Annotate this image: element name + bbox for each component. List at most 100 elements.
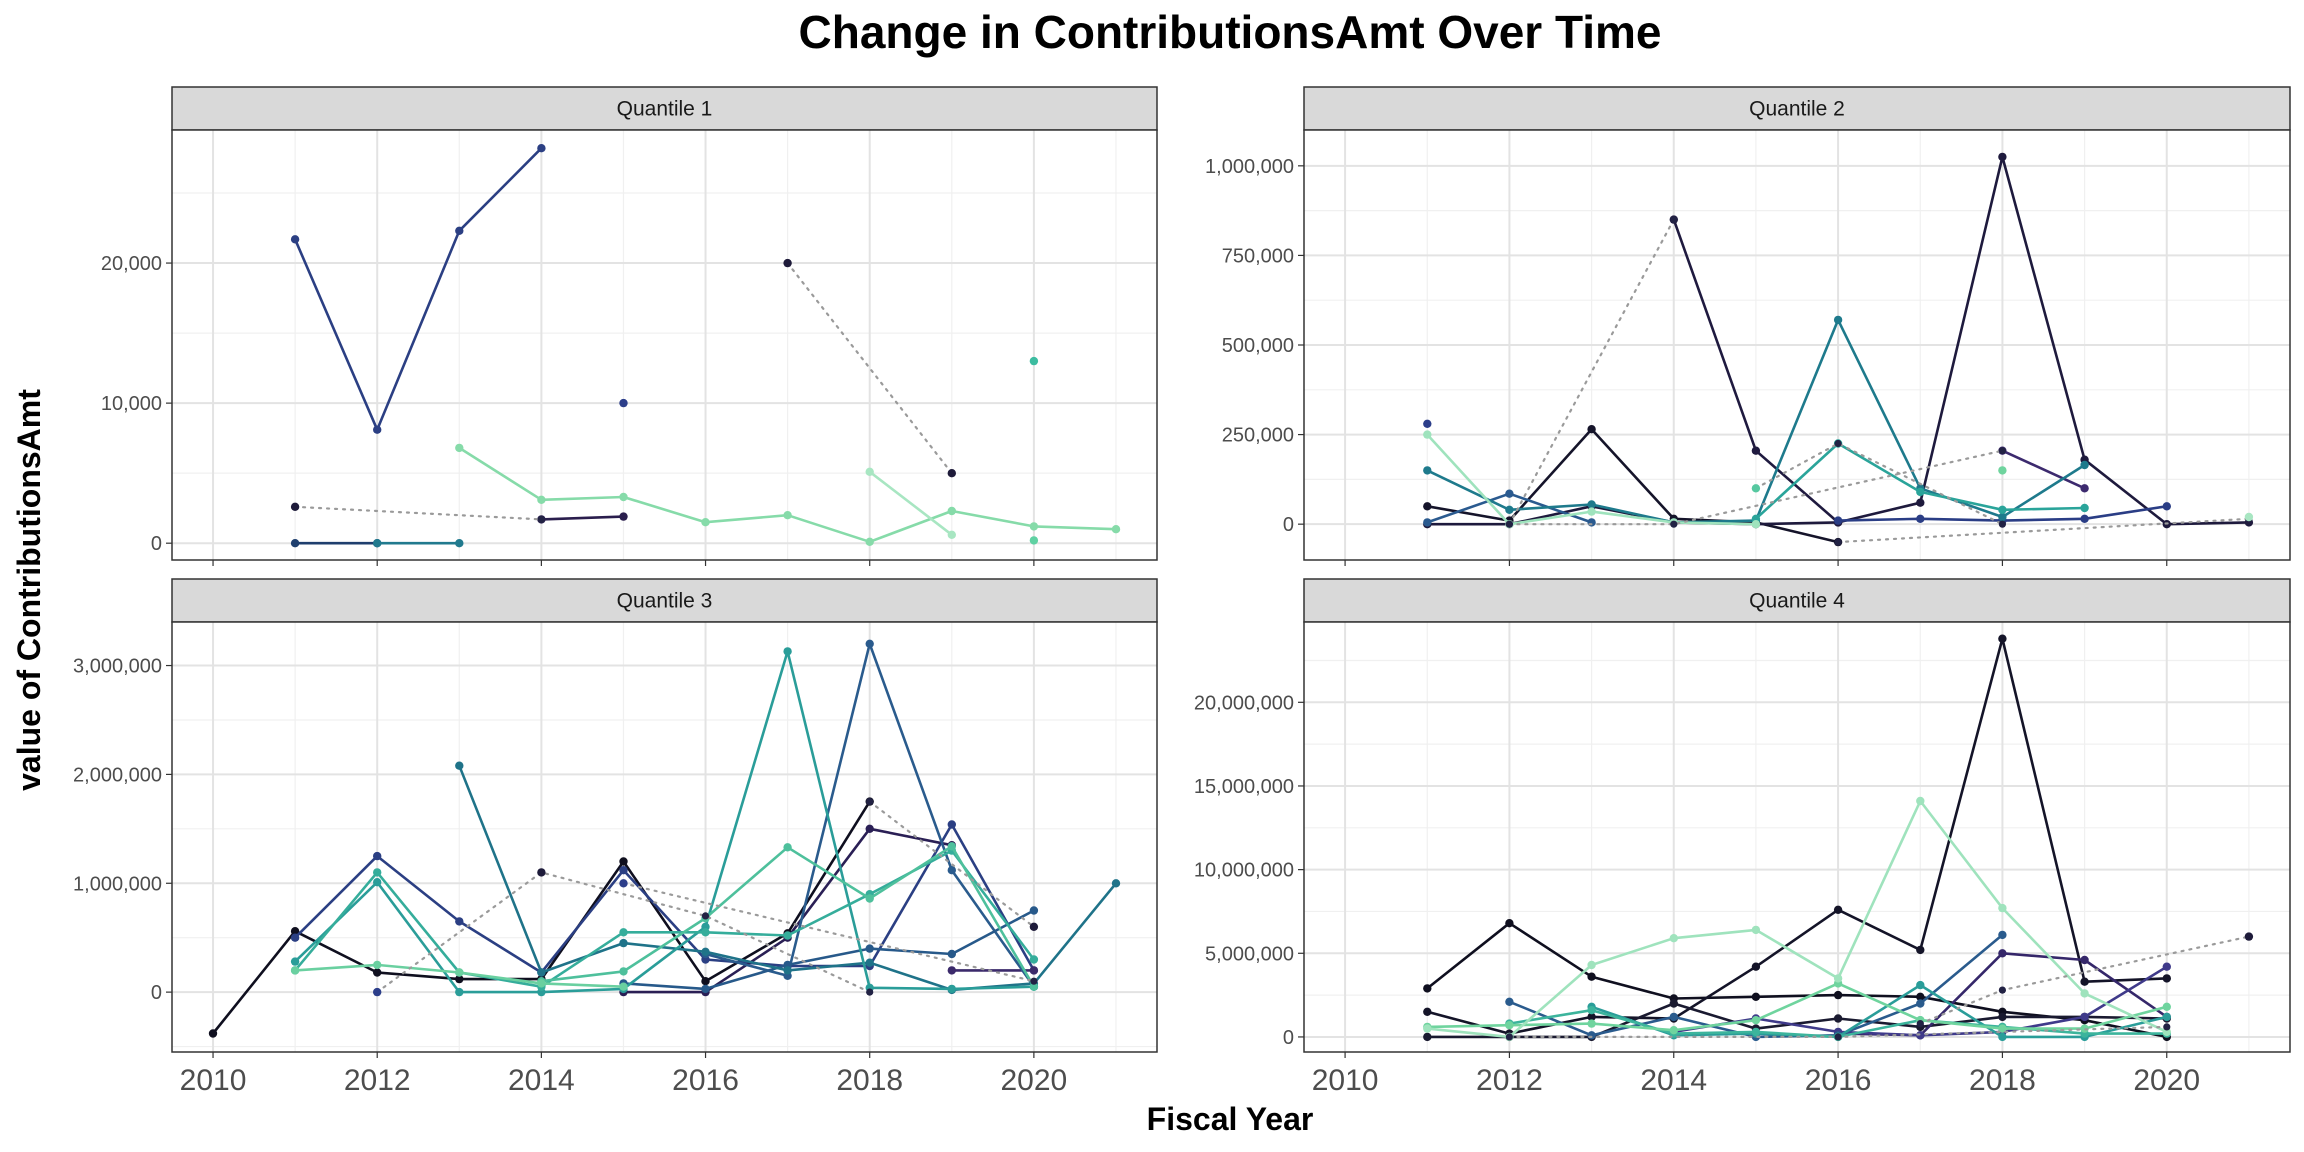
- x-tick-label: 2016: [672, 1064, 739, 1097]
- y-tick-label: 500,000: [1222, 335, 1294, 357]
- series-12: [1505, 1023, 2171, 1041]
- data-point: [1029, 906, 1039, 915]
- data-point: [1998, 466, 2007, 475]
- panel-border: [171, 621, 1158, 1053]
- data-point: [947, 530, 956, 539]
- data-point: [1998, 903, 2007, 913]
- data-point: [1751, 484, 1761, 493]
- series-15: [537, 868, 1039, 931]
- y-tick-label: 2,000,000: [73, 764, 162, 786]
- data-point: [947, 820, 956, 829]
- facet-strip-label: Quantile 1: [617, 98, 713, 121]
- data-point: [1587, 972, 1596, 981]
- data-point: [1587, 1031, 1596, 1040]
- data-point: [865, 944, 874, 953]
- data-point: [1751, 446, 1761, 455]
- series-4: [947, 966, 1039, 975]
- data-point: [1751, 1016, 1761, 1025]
- data-point: [947, 966, 956, 975]
- data-point: [783, 843, 792, 852]
- data-point: [701, 928, 710, 937]
- data-point: [701, 984, 710, 994]
- data-point: [1029, 522, 1039, 531]
- facet-strip-label: Quantile 3: [617, 590, 713, 613]
- series-10: [1423, 796, 2171, 1042]
- data-point: [1916, 498, 1925, 507]
- data-point: [1029, 955, 1039, 964]
- x-tick-label: 2014: [1640, 1064, 1707, 1097]
- data-point: [1669, 1026, 1679, 1035]
- data-point: [1833, 516, 1843, 525]
- y-tick-label: 0: [151, 982, 162, 1004]
- series-6: [865, 467, 956, 539]
- series-16: [373, 879, 628, 997]
- series-line: [1426, 427, 1840, 544]
- series-line: [1426, 982, 2169, 1032]
- x-tick-label: 2010: [1312, 1064, 1379, 1097]
- y-tick-label: 10,000,000: [1194, 860, 1294, 882]
- data-point: [619, 928, 628, 937]
- series-line: [868, 470, 954, 537]
- data-point: [783, 966, 792, 975]
- data-point: [1587, 1012, 1596, 1022]
- data-point: [619, 879, 628, 888]
- data-point: [865, 824, 874, 833]
- data-point: [1111, 879, 1121, 888]
- data-point: [1029, 966, 1039, 975]
- data-point: [783, 647, 792, 656]
- x-tick-label: 2012: [1476, 1064, 1543, 1097]
- data-point: [1751, 992, 1761, 1001]
- y-tick-label: 0: [1283, 1027, 1294, 1049]
- data-point: [1998, 949, 2007, 958]
- data-point: [1423, 984, 1432, 993]
- x-tick-label: 2018: [836, 1064, 903, 1097]
- data-point: [2080, 514, 2089, 523]
- data-point: [1833, 905, 1843, 914]
- data-point: [1505, 997, 1514, 1006]
- data-point: [537, 979, 546, 988]
- data-point: [1916, 1020, 1924, 1028]
- data-point: [1669, 1012, 1679, 1022]
- data-point: [1998, 930, 2007, 940]
- data-point: [783, 258, 792, 268]
- y-tick-label: 5,000,000: [1205, 943, 1294, 965]
- data-point: [455, 761, 464, 770]
- data-point: [1834, 439, 1842, 448]
- series-line: [293, 146, 543, 432]
- data-point: [865, 639, 874, 648]
- data-point: [1834, 1033, 1842, 1041]
- data-point: [1998, 1032, 2007, 1042]
- data-point: [455, 226, 464, 235]
- data-point: [1833, 990, 1843, 1000]
- data-point: [537, 495, 546, 504]
- data-point: [537, 515, 546, 524]
- data-point: [619, 512, 628, 521]
- data-point: [455, 539, 464, 548]
- data-point: [1423, 1032, 1432, 1042]
- data-point: [1587, 518, 1596, 527]
- data-point: [1833, 1014, 1843, 1023]
- data-point: [1587, 500, 1596, 509]
- data-point: [2162, 1002, 2171, 1011]
- y-tick-label: 0: [1283, 514, 1294, 536]
- data-point: [290, 933, 300, 942]
- x-tick-label: 2020: [2133, 1064, 2200, 1097]
- data-point: [290, 235, 300, 244]
- facet-panel-2: Quantile 2 0 250,000 500,000 750,000 1,000,00…: [1205, 86, 2291, 566]
- series-line: [540, 515, 625, 521]
- data-point: [373, 425, 382, 434]
- y-tick-label: 1,000,000: [1205, 156, 1294, 178]
- data-point: [947, 842, 956, 851]
- facet-strip-label: Quantile 4: [1749, 590, 1845, 613]
- data-point: [455, 968, 464, 977]
- data-point: [537, 868, 546, 877]
- data-point: [455, 443, 464, 453]
- data-point: [1505, 919, 1514, 928]
- data-point: [2162, 502, 2171, 511]
- data-point: [1029, 982, 1039, 991]
- x-tick-label: 2018: [1969, 1064, 2036, 1097]
- panel-border: [171, 129, 1158, 561]
- x-tick-label: 2020: [1001, 1064, 1068, 1097]
- data-point: [1423, 1024, 1432, 1033]
- y-tick-label: 750,000: [1222, 245, 1294, 267]
